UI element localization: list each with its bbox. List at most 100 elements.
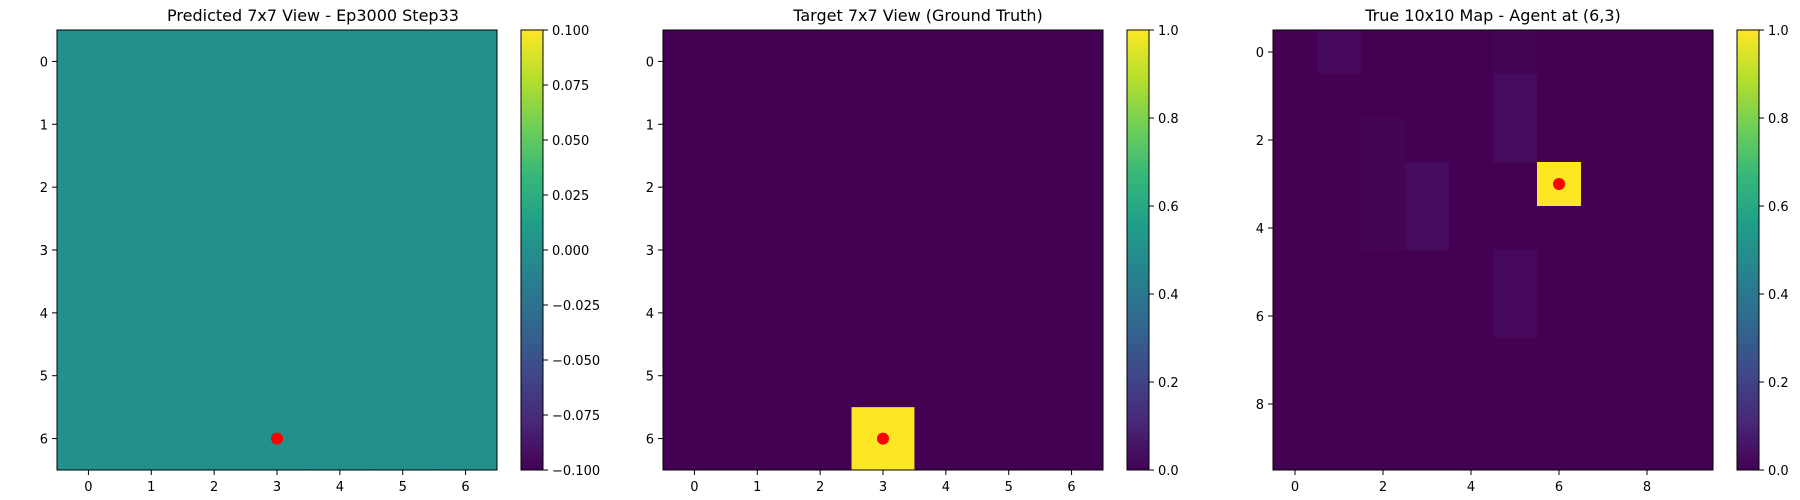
colorbar-tick-label: 0.8 [1158,112,1179,127]
heatmap-cell [725,30,790,94]
heatmap-cell [308,407,372,471]
heatmap-cell [1040,218,1104,282]
heatmap-cell [245,92,309,157]
heatmap-cell [1493,74,1538,119]
y-tick-label: 3 [646,244,654,259]
y-tick-label: 0 [40,55,48,70]
heatmap-cell [788,344,853,408]
heatmap-cell [1317,382,1362,427]
heatmap-cell [1317,118,1362,163]
heatmap-cell [788,155,853,220]
x-tick-label: 3 [273,480,281,495]
heatmap-cell [1493,426,1538,471]
heatmap-cell [1273,162,1318,207]
heatmap-cell [1493,162,1538,207]
heatmap-cell [1317,74,1362,119]
heatmap-cell [1625,250,1670,295]
panel-target-view: Target 7x7 View (Ground Truth) 0 1 2 3 4 5 6 0… [646,6,1179,495]
heatmap-cell [1405,162,1450,207]
heatmap-cell [1449,74,1494,119]
heatmap-cell [1625,74,1670,119]
heatmap-cell [1493,30,1538,75]
heatmap-cell [1317,206,1362,251]
heatmap-cell [1405,382,1450,427]
heatmap-cell [1581,382,1626,427]
heatmap-cell [245,218,309,282]
heatmap-cell [977,281,1041,345]
heatmap-cell [1273,118,1318,163]
heatmap-cell [119,218,184,282]
colorbar-tick-label: 0.0 [1768,464,1789,479]
heatmap-cell [1361,118,1406,163]
panel-title: Target 7x7 View (Ground Truth) [792,6,1043,25]
heatmap-cell [788,218,853,282]
heatmap-cell [1317,426,1362,471]
heatmap-cell [851,344,915,408]
heatmap-cell [1625,30,1670,75]
heatmap-cell [308,218,372,282]
heatmap-cell [977,30,1041,94]
heatmap-cell [1361,74,1406,119]
heatmap-cell [1405,74,1450,119]
heatmap-cell [245,281,309,345]
heatmap-cell [1449,118,1494,163]
heatmap-cell [182,344,247,408]
heatmap-cell [851,281,915,345]
heatmap-cell [788,407,853,471]
y-tick-label: 4 [40,307,48,322]
heatmap-cell [914,30,978,94]
agent-marker-layer [877,432,889,445]
heatmap-cell [1669,30,1714,75]
heatmap-cell [788,30,853,94]
heatmap-cell [1537,206,1582,251]
heatmap-cell [245,155,309,220]
heatmap-cell [1493,382,1538,427]
heatmap-cell [371,281,435,345]
heatmap-cell [1449,162,1494,207]
heatmap-cell [914,344,978,408]
heatmap-cell [1449,250,1494,295]
heatmap-cell [1449,206,1494,251]
heatmap-cell [1537,118,1582,163]
colorbar-tick-label: 0.100 [552,24,589,39]
heatmap-cell [1273,338,1318,383]
heatmap-cell [57,92,121,157]
x-tick-label: 1 [753,480,761,495]
heatmap-cell [1361,206,1406,251]
colorbar-tick-label: 0.4 [1768,288,1789,303]
colorbar-tick-label: −0.025 [552,299,600,314]
heatmap-cell [1537,338,1582,383]
heatmap-cell [57,155,121,220]
heatmap-cell [1669,250,1714,295]
y-axis-ticks: 0 2 4 6 8 [1256,46,1273,413]
heatmap-cell [308,92,372,157]
heatmap-cell [1493,118,1538,163]
y-tick-label: 2 [1256,134,1264,149]
heatmap-cell [182,218,247,282]
heatmap-cell [1317,162,1362,207]
heatmap-cell [371,218,435,282]
colorbar-tick-label: 0.000 [552,244,589,259]
heatmap-cells [663,30,1104,471]
heatmap-cell [1581,118,1626,163]
heatmap-cell [1273,74,1318,119]
heatmap-cell [1493,338,1538,383]
heatmap-cell [1317,338,1362,383]
heatmap-cell [1669,426,1714,471]
heatmap-cell [663,281,727,345]
heatmap-cell [119,344,184,408]
x-tick-label: 6 [1555,480,1563,495]
heatmap-cells [57,30,498,471]
heatmap-cell [1581,426,1626,471]
colorbar-tick-label: 0.6 [1158,200,1179,215]
heatmap-cell [1405,426,1450,471]
colorbar-tick-label: 0.6 [1768,200,1789,215]
heatmap-cell [1273,206,1318,251]
heatmap-cell [1625,338,1670,383]
heatmap-cell [1537,426,1582,471]
y-tick-label: 6 [646,433,654,448]
heatmap-cell [119,155,184,220]
panel-predicted-view: Predicted 7x7 View - Ep3000 Step33 0 1 2 3 4… [40,6,600,495]
colorbar-tick-label: 0.050 [552,134,589,149]
plot-frame [1272,29,1714,471]
